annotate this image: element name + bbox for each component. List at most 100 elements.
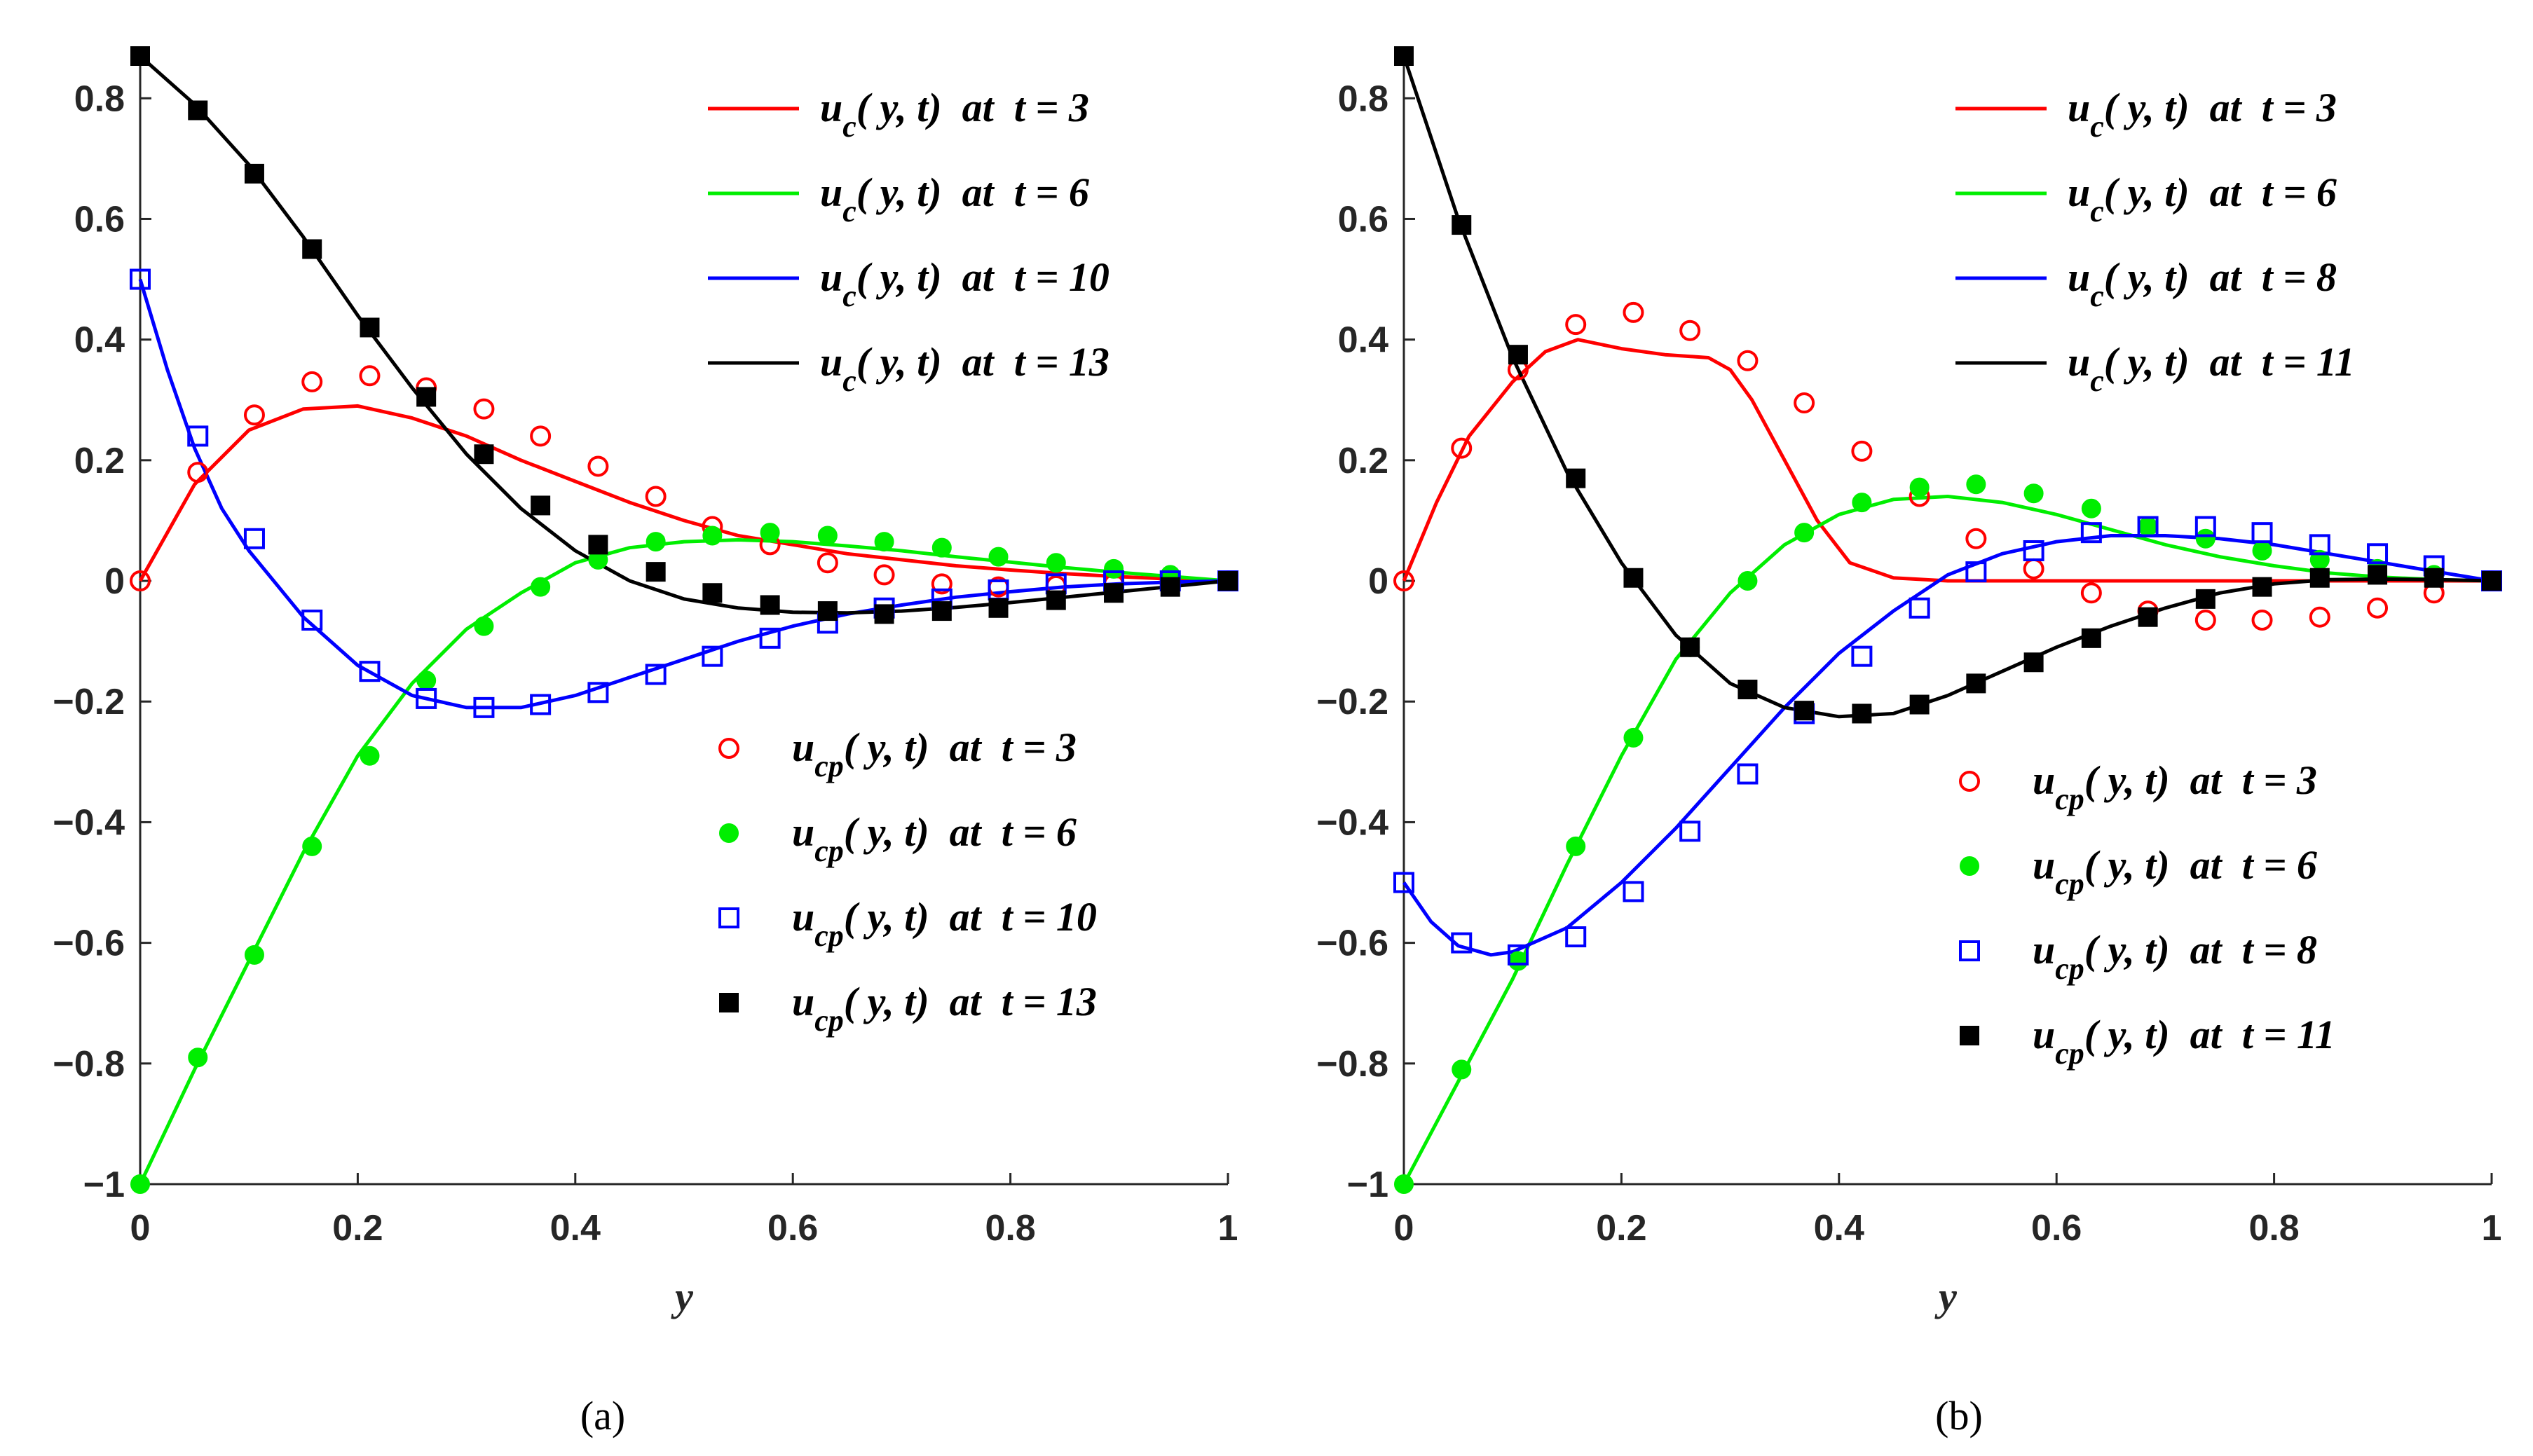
x-tick-label: 0.8 — [2248, 1208, 2299, 1249]
data-point — [1965, 528, 1987, 549]
data-point — [1623, 568, 1644, 588]
chart-panel-a: −1 −0.8 −0.6 −0.4 −0.2 0 0.2 0.4 0.6 0.8 0 0.2 0.4 0.… — [53, 46, 1238, 1438]
legend-label: ucp( y, t) at t = 8 — [2033, 927, 2317, 986]
legend-u: u — [2068, 170, 2090, 215]
legend-rest: ( y, t) at t = 8 — [2084, 927, 2317, 973]
data-point — [1737, 571, 1758, 591]
data-point — [588, 535, 608, 555]
data-point — [1046, 553, 1066, 573]
legend-u: u — [820, 254, 842, 300]
data-point — [416, 387, 437, 407]
legend-label: uc( y, t) at t = 3 — [820, 85, 1089, 144]
data-point — [2081, 498, 2101, 518]
y-tick-label: 0.4 — [74, 320, 125, 361]
legend-rest: ( y, t) at t = 11 — [2084, 1012, 2335, 1057]
data-point — [530, 425, 552, 447]
y-tick-label: −1 — [1347, 1165, 1388, 1205]
y-tick-label: 0 — [104, 561, 125, 602]
data-point — [130, 268, 151, 290]
legend-subscript: cp — [2055, 1036, 2084, 1071]
y-tick-label: −0.8 — [53, 1044, 125, 1085]
data-point — [873, 564, 895, 586]
legend-rest: ( y, t) at t = 3 — [2084, 757, 2317, 803]
data-point — [2195, 589, 2215, 609]
data-point — [1852, 493, 1872, 513]
legend-rest: ( y, t) at t = 3 — [844, 724, 1077, 770]
data-point — [1737, 763, 1759, 785]
data-point — [2424, 568, 2444, 588]
legend-marker-swatch — [718, 907, 739, 928]
legend-rest: ( y, t) at t = 13 — [844, 979, 1097, 1024]
legend-label: uc( y, t) at t = 6 — [2068, 170, 2337, 228]
data-point — [2194, 610, 2216, 631]
legend-u: u — [820, 85, 842, 130]
data-point — [2252, 540, 2272, 561]
data-point — [2138, 607, 2158, 627]
y-tick-label: 0 — [1368, 561, 1388, 602]
legend-label: uc( y, t) at t = 13 — [820, 339, 1110, 398]
data-point — [2023, 652, 2044, 673]
data-point — [1046, 590, 1066, 610]
x-tick-label: 0 — [1394, 1208, 1414, 1249]
panel-label: (b) — [1935, 1393, 1983, 1438]
data-point — [416, 687, 437, 709]
data-point — [1965, 561, 1987, 583]
y-tick-label: 0.6 — [74, 199, 125, 240]
data-point — [2137, 516, 2159, 537]
legend-subscript: cp — [814, 919, 844, 953]
data-point — [1909, 694, 1930, 715]
legend-label: ucp( y, t) at t = 10 — [792, 894, 1097, 953]
legend-subscript: c — [842, 364, 856, 398]
y-tick-label: 0.2 — [74, 441, 125, 481]
data-point — [817, 526, 838, 546]
legend-label: uc( y, t) at t = 6 — [820, 170, 1089, 228]
legend-marker-swatch — [719, 993, 739, 1012]
data-point — [1566, 468, 1586, 488]
data-point — [2251, 522, 2273, 544]
legend-rest: ( y, t) at t = 13 — [856, 339, 1110, 385]
data-point — [531, 495, 551, 516]
data-point — [1565, 926, 1587, 948]
data-point — [130, 46, 150, 66]
legend-marker-swatch — [718, 738, 739, 759]
data-point — [931, 573, 953, 595]
chart-panel-b: −1 −0.8 −0.6 −0.4 −0.2 0 0.2 0.4 0.6 0.8 0 0.2 0.4 0.… — [1316, 46, 2502, 1438]
series-line — [138, 538, 1229, 1186]
legend-subscript: c — [2090, 109, 2104, 144]
data-point — [587, 682, 609, 703]
legend-subscript: cp — [814, 834, 844, 868]
x-tick-label: 0.8 — [985, 1208, 1035, 1249]
legend-subscript: cp — [2055, 867, 2084, 901]
data-point — [359, 365, 381, 387]
data-point — [1623, 301, 1644, 323]
data-point — [243, 404, 265, 426]
x-axis-label: y — [1934, 1274, 1957, 1319]
data-point — [244, 163, 264, 184]
data-point — [2367, 543, 2389, 565]
data-point — [187, 462, 209, 483]
legend-rest: ( y, t) at t = 6 — [2104, 170, 2337, 215]
data-point — [1852, 703, 1872, 724]
data-point — [1451, 437, 1473, 459]
legend-rest: ( y, t) at t = 6 — [844, 809, 1077, 855]
legend-rest: ( y, t) at t = 6 — [2084, 842, 2317, 888]
legend-marker-swatch — [719, 823, 739, 843]
data-point — [1966, 474, 1986, 495]
data-point — [187, 425, 209, 447]
legend-rest: ( y, t) at t = 10 — [844, 894, 1097, 940]
legend-u: u — [820, 170, 842, 215]
data-point — [1452, 1059, 1472, 1080]
data-point — [1737, 350, 1759, 371]
y-tick-label: −0.4 — [53, 802, 125, 843]
data-point — [2080, 522, 2102, 544]
legend-label: ucp( y, t) at t = 3 — [792, 724, 1077, 783]
legend-u: u — [792, 894, 814, 940]
legend-label: ucp( y, t) at t = 6 — [792, 809, 1077, 868]
data-point — [1104, 583, 1124, 603]
legend-subscript: cp — [2055, 952, 2084, 986]
legend-u: u — [2033, 927, 2055, 973]
y-tick-label: −0.4 — [1316, 802, 1388, 843]
data-point — [2309, 606, 2330, 628]
data-point — [1160, 577, 1180, 597]
y-tick-label: −0.2 — [53, 682, 125, 722]
